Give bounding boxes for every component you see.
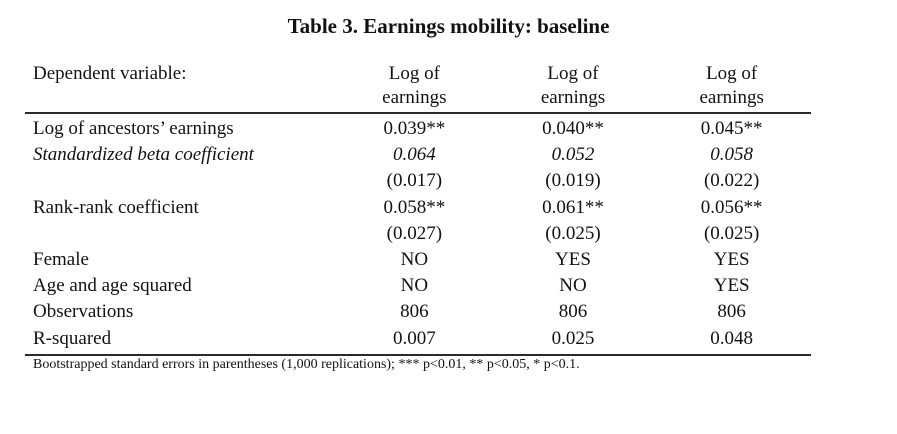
cell-value: (0.025)	[703, 222, 760, 244]
cell-value: 0.040**	[542, 118, 604, 139]
row-label: Observations	[33, 301, 134, 323]
table-row-rank-rank: Rank-rank coefficient 0.058** 0.061** 0.…	[25, 195, 811, 221]
table-row-rank-rank-se: (0.027) (0.025) (0.025)	[25, 221, 811, 247]
header-column-1-label: Log of earnings	[382, 63, 447, 108]
cell-value: 0.058**	[383, 196, 446, 218]
cell-value: 0.045**	[700, 118, 763, 139]
cell-value: 806	[558, 301, 588, 323]
table-row-standardized-beta: Standardized beta coefficient 0.064 0.05…	[25, 142, 811, 168]
table-row-female: Female NO YES YES	[25, 247, 811, 273]
table-header: Dependent variable: Log of earnings Log …	[25, 62, 811, 114]
cell-value: (0.027)	[386, 222, 443, 244]
header-column-2-label: Log of earnings	[540, 63, 606, 108]
row-label: Age and age squared	[33, 275, 192, 297]
table-footnote: Bootstrapped standard errors in parenthe…	[33, 357, 580, 372]
table-title: Table 3. Earnings mobility: baseline	[287, 14, 610, 38]
cell-value: YES	[555, 248, 591, 270]
row-label: Log of ancestors’ earnings	[33, 118, 234, 139]
table-row-r-squared: R-squared 0.007 0.025 0.048	[25, 326, 811, 352]
header-dependent-variable-label: Dependent variable:	[33, 63, 187, 84]
cell-value: NO	[400, 275, 429, 297]
cell-value: NO	[559, 275, 587, 297]
cell-value: 0.025	[551, 327, 595, 349]
row-label: Female	[33, 248, 89, 270]
row-label	[25, 168, 335, 194]
cell-value: 0.039**	[383, 118, 446, 139]
cell-value: 0.056**	[700, 196, 763, 218]
table-body: Log of ancestors’ earnings 0.039** 0.040…	[25, 114, 811, 356]
cell-value: (0.022)	[703, 170, 760, 192]
regression-table: Dependent variable: Log of earnings Log …	[25, 62, 811, 356]
cell-value: 806	[717, 301, 746, 323]
table-row-observations: Observations 806 806 806	[25, 299, 811, 325]
row-label: Standardized beta coefficient	[33, 144, 254, 166]
cell-value: NO	[400, 248, 429, 270]
cell-value: (0.025)	[545, 222, 601, 244]
cell-value: (0.017)	[386, 170, 443, 192]
header-column-3: Log of earnings	[652, 62, 811, 110]
cell-value: 0.052	[551, 144, 595, 166]
row-label: Rank-rank coefficient	[33, 196, 199, 218]
cell-value: YES	[713, 275, 750, 297]
table-row-log-ancestors-earnings: Log of ancestors’ earnings 0.039** 0.040…	[25, 116, 811, 142]
header-column-2: Log of earnings	[494, 62, 653, 110]
cell-value: (0.019)	[545, 170, 601, 192]
header-row: Dependent variable: Log of earnings Log …	[25, 62, 811, 112]
cell-value: 0.058	[710, 144, 754, 166]
row-label: R-squared	[33, 327, 112, 349]
table-row-log-ancestors-se: (0.017) (0.019) (0.022)	[25, 168, 811, 194]
cell-value: 806	[400, 301, 429, 323]
cell-value: 0.048	[710, 327, 754, 349]
table-row-age-controls: Age and age squared NO NO YES	[25, 273, 811, 299]
cell-value: 0.061**	[542, 196, 604, 218]
cell-value: YES	[713, 248, 750, 270]
cell-value: 0.007	[392, 327, 436, 349]
header-column-1: Log of earnings	[335, 62, 494, 110]
cell-value: 0.064	[392, 144, 436, 166]
row-label	[25, 221, 335, 247]
header-column-3-label: Log of earnings	[699, 63, 764, 108]
